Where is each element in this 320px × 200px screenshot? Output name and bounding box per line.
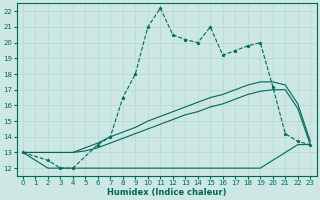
X-axis label: Humidex (Indice chaleur): Humidex (Indice chaleur) — [107, 188, 226, 197]
